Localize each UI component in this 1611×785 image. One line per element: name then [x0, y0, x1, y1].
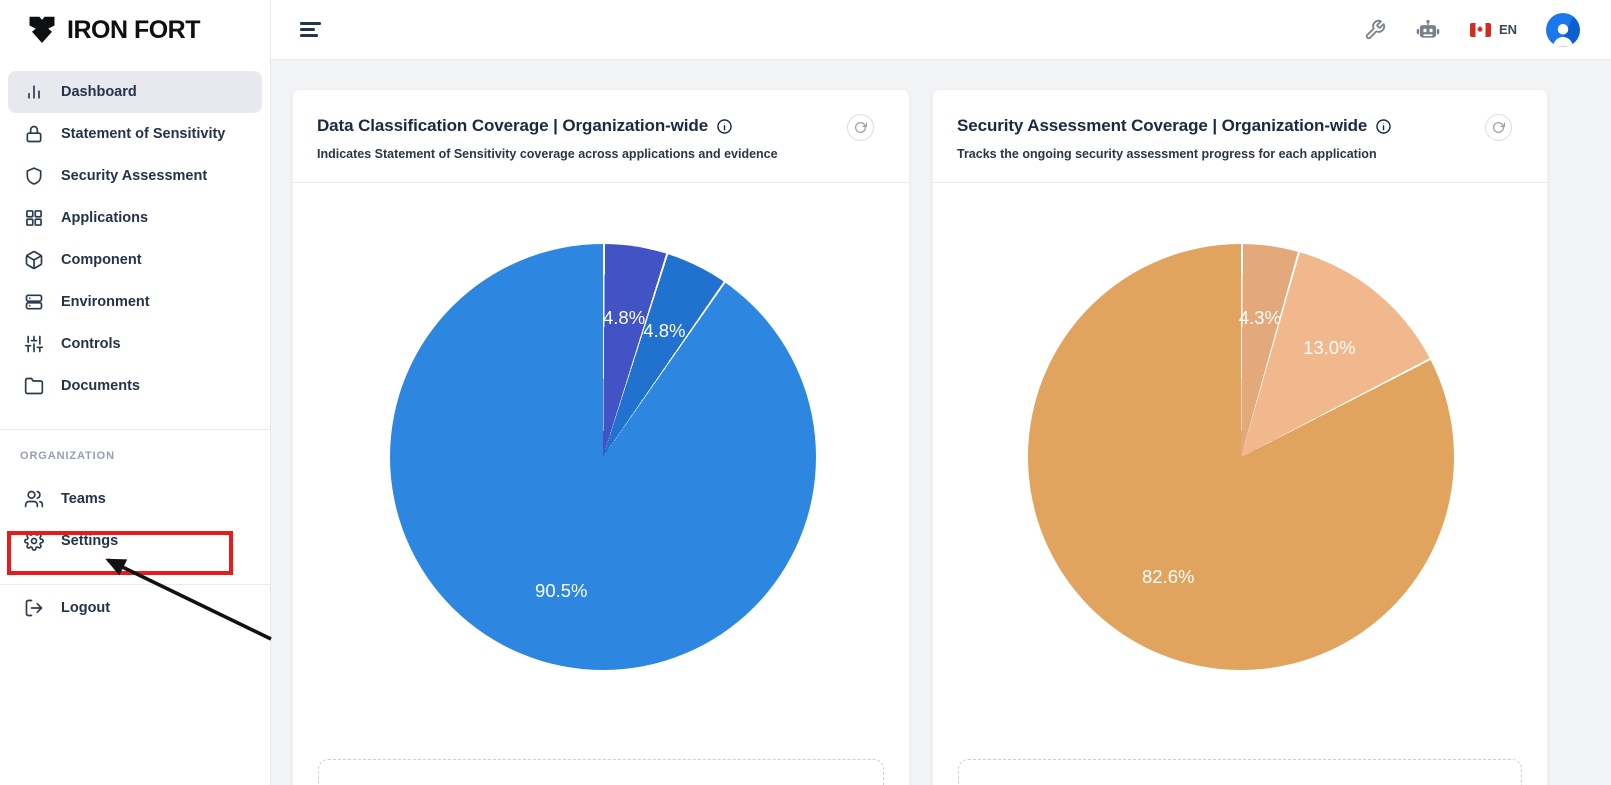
brand-name: IRON FORT [67, 15, 201, 44]
sidebar-item-controls[interactable]: Controls [8, 323, 262, 365]
bar-chart-icon [28, 85, 40, 99]
card-title: Security Assessment Coverage | Organizat… [957, 116, 1368, 135]
language-selector[interactable]: EN [1469, 22, 1517, 37]
brand-logo-icon [27, 13, 57, 48]
language-code: EN [1498, 22, 1517, 37]
gear-icon [24, 531, 44, 551]
card-subtitle: Tracks the ongoing security assessment p… [957, 147, 1377, 161]
sidebar-item-documents[interactable]: Documents [8, 365, 262, 407]
sidebar-section-label: ORGANIZATION [20, 450, 115, 462]
card-security-assessment: Security Assessment Coverage | Organizat… [932, 89, 1548, 785]
user-icon [1553, 23, 1573, 47]
logout-icon [25, 599, 43, 617]
menu-icon[interactable] [300, 22, 321, 37]
folder-icon [24, 377, 44, 395]
users-icon [24, 490, 44, 508]
pie-slice-label: 90.5% [535, 580, 588, 602]
shield-icon [26, 167, 42, 185]
robot-icon[interactable] [1415, 17, 1441, 43]
card-divider [293, 182, 909, 183]
sidebar-item-teams[interactable]: Teams [8, 478, 262, 520]
pie-chart-data-classification[interactable]: 4.8% 4.8% 90.5% [390, 244, 816, 670]
server-icon [25, 294, 43, 310]
legend-placeholder [318, 759, 884, 785]
sidebar-item-component[interactable]: Component [8, 239, 262, 281]
pie-slice-label: 13.0% [1303, 336, 1356, 358]
legend-placeholder [958, 759, 1522, 785]
sidebar-nav: Dashboard Statement of Sensitivity Secur… [0, 71, 270, 407]
pie-slice-label: 82.6% [1142, 566, 1195, 588]
canada-flag-icon [1469, 22, 1491, 37]
avatar[interactable] [1546, 12, 1580, 47]
box-icon [25, 250, 43, 270]
pie-slice-label: 4.3% [1238, 306, 1282, 328]
topbar: EN [271, 0, 1611, 60]
grid-icon [26, 210, 42, 226]
lock-icon [26, 125, 42, 143]
brand[interactable]: IRON FORT [0, 0, 270, 60]
card-subtitle: Indicates Statement of Sensitivity cover… [317, 147, 778, 161]
main-content: Data Classification Coverage | Organizat… [271, 60, 1611, 785]
sidebar-divider [0, 429, 270, 430]
card-data-classification: Data Classification Coverage | Organizat… [292, 89, 910, 785]
sidebar-item-applications[interactable]: Applications [8, 197, 262, 239]
sidebar-divider [0, 584, 270, 585]
sidebar-item-statement-of-sensitivity[interactable]: Statement of Sensitivity [8, 113, 262, 155]
pie-slice-label: 4.8% [643, 319, 686, 341]
pie-slice-label: 4.8% [603, 307, 646, 328]
pie-chart-security-assessment[interactable]: 4.3% 13.0% 82.6% [1028, 244, 1454, 670]
sidebar-item-logout[interactable]: Logout [8, 587, 262, 629]
wrench-icon[interactable] [1364, 19, 1386, 41]
sidebar: IRON FORT Dashboard Statement of Sensiti… [0, 0, 271, 785]
sliders-icon [24, 335, 44, 353]
info-icon[interactable] [716, 118, 733, 135]
sidebar-org-nav: Teams Settings [0, 478, 270, 562]
refresh-button[interactable] [847, 114, 874, 141]
sidebar-item-security-assessment[interactable]: Security Assessment [8, 155, 262, 197]
info-icon[interactable] [1375, 118, 1392, 135]
sidebar-item-dashboard[interactable]: Dashboard [8, 71, 262, 113]
refresh-button[interactable] [1485, 114, 1512, 141]
sidebar-bottom-nav: Logout [0, 587, 270, 629]
sidebar-item-settings[interactable]: Settings [8, 520, 262, 562]
sidebar-item-environment[interactable]: Environment [8, 281, 262, 323]
card-title: Data Classification Coverage | Organizat… [317, 116, 709, 135]
card-divider [933, 182, 1547, 183]
